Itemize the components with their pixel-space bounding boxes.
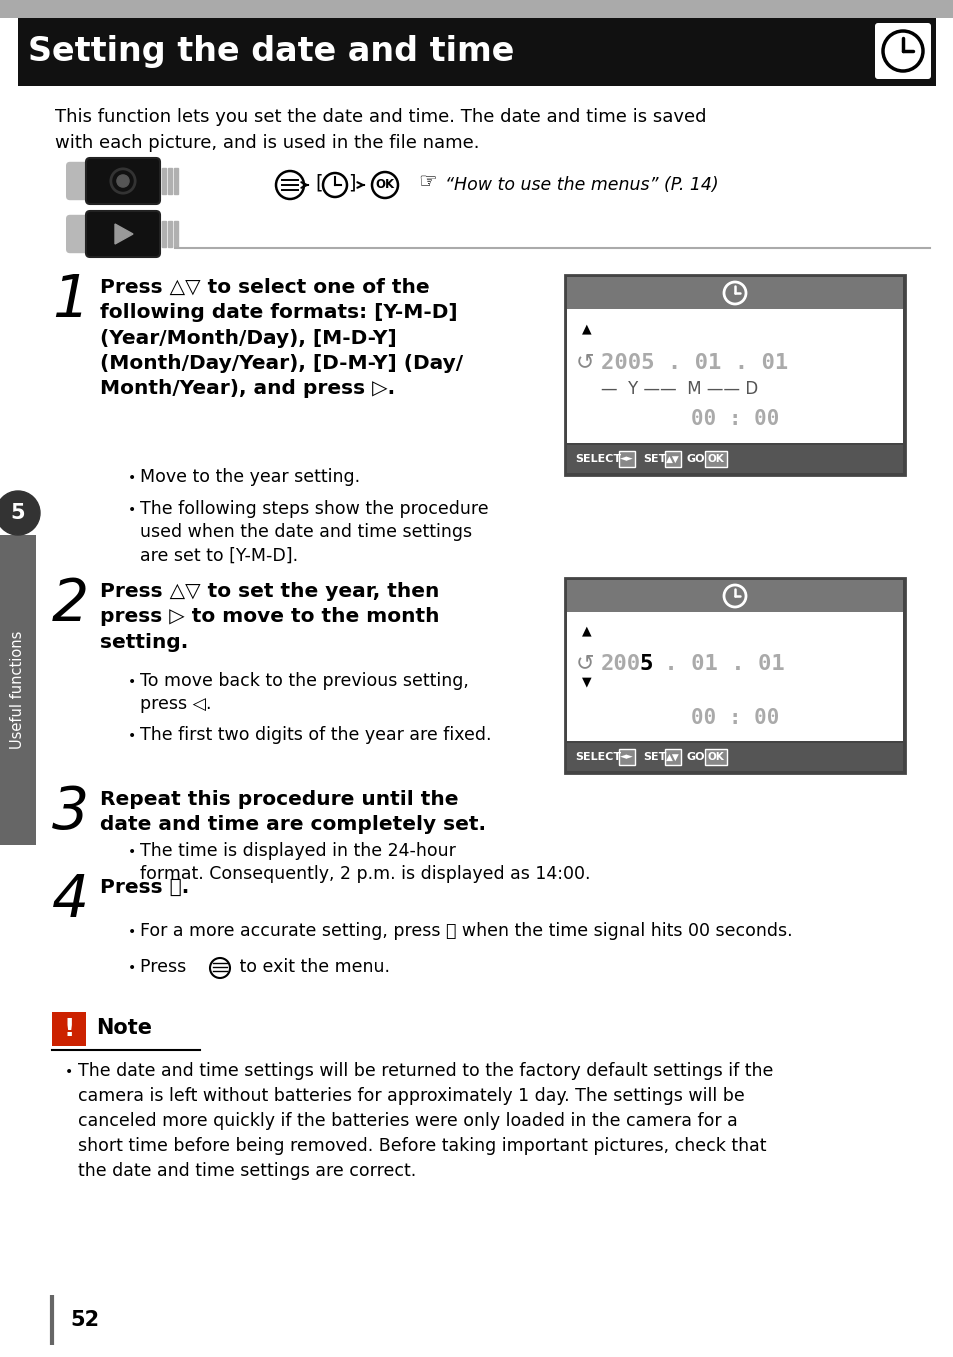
Text: Press: Press <box>140 958 192 976</box>
Bar <box>564 275 904 475</box>
Text: SET: SET <box>642 752 666 763</box>
Bar <box>168 221 172 247</box>
Text: •: • <box>65 1065 73 1079</box>
FancyBboxPatch shape <box>664 749 680 765</box>
Bar <box>0 0 953 18</box>
Text: Useful functions: Useful functions <box>10 631 26 749</box>
Text: SET: SET <box>642 455 666 464</box>
Text: 00 : 00: 00 : 00 <box>690 708 779 727</box>
Text: “How to use the menus” (P. 14): “How to use the menus” (P. 14) <box>444 176 718 194</box>
Text: Setting the date and time: Setting the date and time <box>28 35 514 68</box>
FancyBboxPatch shape <box>664 451 680 467</box>
Text: 2005 . 01 . 01: 2005 . 01 . 01 <box>600 353 787 373</box>
Text: ◄►: ◄► <box>619 455 633 464</box>
Text: 1: 1 <box>52 271 89 328</box>
Text: . 01 . 01: . 01 . 01 <box>650 654 784 673</box>
Bar <box>156 221 160 247</box>
Circle shape <box>0 491 40 535</box>
Text: —  Y ——  M —— D: — Y —— M —— D <box>600 380 758 398</box>
Text: •: • <box>128 961 136 974</box>
FancyBboxPatch shape <box>618 749 635 765</box>
Text: Press ⓞ.: Press ⓞ. <box>100 878 189 897</box>
Text: 5: 5 <box>639 654 652 673</box>
Bar <box>566 277 902 309</box>
Text: Press △▽ to select one of the
following date formats: [Y-M-D]
(Year/Month/Day), : Press △▽ to select one of the following … <box>100 278 462 398</box>
Text: 2005: 2005 <box>600 654 654 673</box>
Text: GO: GO <box>686 455 705 464</box>
Text: ]: ] <box>348 174 355 193</box>
Text: 3: 3 <box>52 784 89 841</box>
Text: 00 : 00: 00 : 00 <box>690 408 779 429</box>
Text: •: • <box>128 729 136 744</box>
FancyBboxPatch shape <box>874 23 930 79</box>
Text: Note: Note <box>96 1018 152 1038</box>
Bar <box>566 579 902 612</box>
Text: ▲: ▲ <box>581 624 591 638</box>
Text: Press △▽ to set the year, then
press ▷ to move to the month
setting.: Press △▽ to set the year, then press ▷ t… <box>100 582 439 651</box>
Text: to exit the menu.: to exit the menu. <box>233 958 390 976</box>
Bar <box>168 168 172 194</box>
Text: The first two digits of the year are fixed.: The first two digits of the year are fix… <box>140 726 491 744</box>
Circle shape <box>117 175 129 187</box>
Bar <box>566 309 902 442</box>
Text: •: • <box>128 503 136 517</box>
Text: •: • <box>128 845 136 859</box>
Text: This function lets you set the date and time. The date and time is saved
with ea: This function lets you set the date and … <box>55 109 706 152</box>
Bar <box>162 168 166 194</box>
Text: 52: 52 <box>70 1310 99 1330</box>
Bar <box>156 168 160 194</box>
Bar <box>0 535 36 845</box>
FancyBboxPatch shape <box>86 157 160 204</box>
Text: Repeat this procedure until the
date and time are completely set.: Repeat this procedure until the date and… <box>100 790 485 835</box>
Bar <box>566 445 902 474</box>
FancyBboxPatch shape <box>704 749 726 765</box>
Text: SELECT: SELECT <box>575 752 620 763</box>
Bar <box>173 221 178 247</box>
Text: GO: GO <box>686 752 705 763</box>
Text: OK: OK <box>375 179 395 191</box>
Text: ▲: ▲ <box>581 323 591 335</box>
Text: The date and time settings will be returned to the factory default settings if t: The date and time settings will be retur… <box>78 1063 773 1181</box>
Text: 4: 4 <box>52 873 89 930</box>
Text: •: • <box>128 674 136 689</box>
Bar <box>18 18 935 85</box>
Text: The following steps show the procedure
used when the date and time settings
are : The following steps show the procedure u… <box>140 499 488 565</box>
Text: ↺: ↺ <box>575 353 594 373</box>
FancyBboxPatch shape <box>704 451 726 467</box>
Bar <box>173 168 178 194</box>
FancyBboxPatch shape <box>66 161 94 201</box>
Text: [: [ <box>314 174 322 193</box>
Text: OK: OK <box>707 455 723 464</box>
Text: 2: 2 <box>52 575 89 632</box>
Text: For a more accurate setting, press ⓞ when the time signal hits 00 seconds.: For a more accurate setting, press ⓞ whe… <box>140 921 792 940</box>
Bar <box>162 221 166 247</box>
Text: ▲▼: ▲▼ <box>665 455 679 464</box>
Text: ☞: ☞ <box>417 172 436 191</box>
Text: ▲▼: ▲▼ <box>665 753 679 761</box>
Text: The time is displayed in the 24-hour
format. Consequently, 2 p.m. is displayed a: The time is displayed in the 24-hour for… <box>140 841 590 883</box>
Text: Move to the year setting.: Move to the year setting. <box>140 468 359 486</box>
Text: To move back to the previous setting,
press ◁.: To move back to the previous setting, pr… <box>140 672 468 714</box>
Text: !: ! <box>63 1016 74 1041</box>
FancyBboxPatch shape <box>618 451 635 467</box>
FancyBboxPatch shape <box>86 210 160 256</box>
FancyBboxPatch shape <box>66 214 94 254</box>
FancyBboxPatch shape <box>52 1012 86 1046</box>
Text: 5: 5 <box>10 503 26 522</box>
Text: •: • <box>128 925 136 939</box>
Text: OK: OK <box>707 752 723 763</box>
Text: ◄►: ◄► <box>619 753 633 761</box>
Bar <box>566 612 902 741</box>
Bar <box>564 578 904 773</box>
Text: ▼: ▼ <box>581 674 591 688</box>
Bar <box>566 744 902 771</box>
Text: •: • <box>128 471 136 484</box>
Text: ↺: ↺ <box>575 654 594 673</box>
Polygon shape <box>115 224 132 244</box>
Text: SELECT: SELECT <box>575 455 620 464</box>
